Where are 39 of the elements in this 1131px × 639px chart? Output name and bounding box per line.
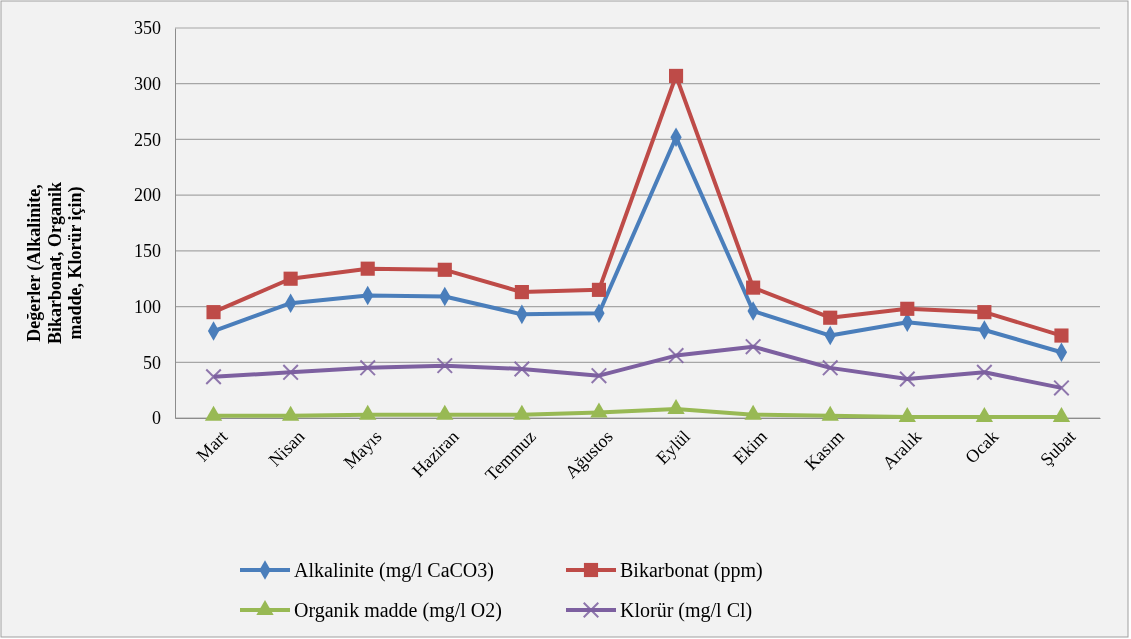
point [976,364,993,381]
x-tick-label: Mart [192,426,232,466]
point [899,370,916,388]
point [359,359,376,377]
point [591,282,607,297]
point [1054,328,1069,343]
point [667,347,685,364]
point [436,357,454,374]
point [590,367,608,384]
point [282,364,299,381]
point [283,271,298,286]
point [206,305,221,320]
x-tick-label: Ocak [961,426,1003,468]
point [513,360,531,378]
y-tick-label: 150 [134,241,161,262]
y-tick-label: 200 [134,185,161,206]
point [823,310,838,325]
point [360,261,375,276]
y-axis-title: Değerler (Alkalinite, Bikarbonat, Organik madde, Klorür için) [24,181,87,345]
point [821,359,839,377]
y-tick-label: 250 [134,129,161,150]
y-tick-label: 50 [143,352,161,373]
legend-label: Bikarbonat (ppm) [620,559,763,582]
y-tick-label: 350 [134,18,161,39]
point [744,338,762,355]
point [205,368,222,386]
point [900,301,915,316]
point [437,262,452,277]
point [668,68,684,83]
point [977,305,992,320]
legend-label: Alkalinite (mg/l CaCO3) [294,559,494,582]
point [746,280,761,295]
point [1053,379,1070,397]
y-tick-label: 100 [134,296,161,317]
y-tick-label: 300 [134,73,161,94]
legend-label: Klorür (mg/l Cl) [620,599,753,622]
y-tick-label: 0 [152,408,161,429]
point [514,285,529,300]
legend-label: Organik madde (mg/l O2) [294,599,502,622]
